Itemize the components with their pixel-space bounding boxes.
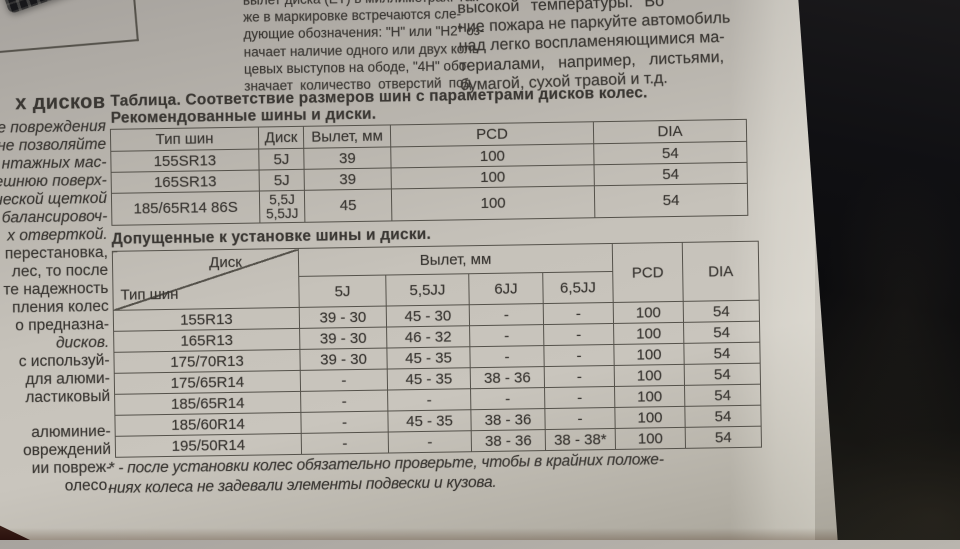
table-cell: 185/65R14 [114, 391, 301, 416]
table2: Диск Тип шин Вылет, мм PCD DIA 5J 5,5JJ … [112, 241, 762, 458]
disc-size-line: 5,5J [269, 191, 295, 207]
table-cell: 100 [613, 322, 684, 345]
table-caption: Таблица. Соответствие размеров шин с пар… [110, 84, 648, 110]
table-cell: 195/50R14 [115, 433, 302, 458]
table-cell: - [300, 390, 388, 413]
table-cell: 39 - 30 [299, 306, 387, 329]
column-header-pcd: PCD [612, 242, 684, 303]
column-header-65jj: 6,5JJ [542, 271, 614, 304]
table-cell: 54 [684, 363, 761, 386]
tire-tread-image [0, 0, 95, 15]
table-cell: 38 - 36 [470, 408, 546, 431]
approved-tires-table: Диск Тип шин Вылет, мм PCD DIA 5J 5,5JJ … [112, 241, 762, 458]
table-cell: 5J [259, 169, 305, 192]
diagonal-header-cell: Диск Тип шин [112, 248, 300, 311]
diagonal-header-tire-type: Тип шин [120, 285, 179, 304]
table-cell: 165R13 [113, 328, 300, 353]
table-cell: 155SR13 [110, 149, 260, 173]
table-cell: - [470, 387, 545, 410]
table-cell: 39 [303, 146, 392, 170]
table2-caption: Допущенные к установке шины и диски. [111, 225, 432, 248]
table-cell: - [300, 369, 388, 392]
table-cell: - [469, 303, 544, 326]
table-cell: 46 - 32 [386, 325, 470, 349]
table-cell: 38 - 38* [545, 428, 616, 451]
table-cell: 39 - 30 [299, 327, 387, 350]
table-cell: - [543, 302, 614, 325]
column-header-offset: Вылет, мм [303, 124, 391, 149]
table-cell: 5,5J 5,5JJ [259, 190, 305, 224]
table-cell: 100 [614, 385, 685, 408]
column-header-5j: 5J [298, 275, 387, 308]
left-col-line: олесо. [64, 476, 112, 495]
table-cell: 38 - 36 [470, 366, 545, 389]
footnote: * - после установки колес обязательно пр… [108, 450, 664, 498]
table-cell: 39 [304, 167, 392, 191]
table-cell: - [300, 411, 389, 434]
table-cell: - [544, 365, 615, 388]
column-header-55jj: 5,5JJ [385, 273, 470, 307]
page-edge-highlight [730, 0, 815, 540]
table-cell: 45 - 35 [386, 346, 471, 370]
table-cell: - [301, 432, 389, 455]
figure-frame [0, 0, 139, 54]
column-header-6jj: 6JJ [468, 272, 544, 305]
table-cell: 39 - 30 [299, 348, 388, 371]
table-cell: 54 [684, 384, 761, 407]
table-cell: 45 - 35 [387, 409, 472, 433]
column-header-dia: DIA [682, 241, 760, 302]
table-cell: - [543, 344, 615, 367]
table-cell: 54 [594, 162, 748, 186]
page-bottom-shadow [0, 528, 845, 540]
table-cell: 54 [683, 342, 761, 365]
table-cell: 38 - 36 [471, 429, 546, 452]
table1: Тип шин Диск Вылет, мм PCD DIA 155SR13 5… [110, 119, 748, 226]
table-cell: 185/65R14 86S [111, 191, 260, 226]
table-cell: 155R13 [113, 307, 300, 332]
table-cell: 54 [683, 321, 760, 344]
table-cell: 165SR13 [111, 170, 260, 194]
column-header-dia: DIA [593, 119, 747, 144]
table-cell: 45 - 35 [387, 367, 471, 391]
table-cell: 100 [614, 364, 685, 387]
column-header-tire-type: Тип шин [110, 127, 259, 152]
table-cell: - [543, 323, 614, 346]
table-cell: 45 - 30 [386, 304, 470, 328]
table-cell: - [544, 407, 616, 430]
table-cell: 54 [684, 405, 762, 428]
table-cell: - [544, 386, 615, 409]
column-header-disc: Диск [258, 126, 304, 150]
table-cell: 175/70R13 [113, 349, 301, 374]
table-cell: 45 [304, 188, 392, 223]
table-cell: 100 [615, 427, 686, 450]
table-cell: 54 [593, 141, 748, 165]
table-cell: 54 [683, 300, 760, 323]
table-cell: - [469, 345, 545, 368]
table-cell: 100 [613, 301, 684, 324]
table-cell: 185/60R14 [114, 412, 302, 437]
table-cell: 5J [258, 148, 305, 171]
right-paragraph: высокой температуры. Во ние пожара не па… [457, 0, 840, 95]
table-cell: 100 [614, 406, 686, 429]
left-column-clipped-text: х дисков ние повреждения не позволяйте н… [0, 90, 112, 499]
diagonal-header-disc: Диск [209, 253, 242, 272]
table-cell: - [388, 430, 472, 454]
table-cell: 100 [613, 343, 685, 366]
disc-size-line: 5,5JJ [265, 205, 299, 221]
table-cell: 54 [594, 183, 748, 218]
table-cell: 54 [685, 426, 762, 449]
middle-paragraph: вылет диска (ЕТ) в миллиметрах. Так- же … [243, 0, 485, 95]
table-cell: 175/65R14 [114, 370, 301, 395]
table-cell: - [387, 388, 471, 412]
table-cell: 100 [391, 185, 595, 221]
recommended-tires-table: Тип шин Диск Вылет, мм PCD DIA 155SR13 5… [110, 119, 748, 226]
column-header-pcd: PCD [390, 121, 594, 147]
table-cell: - [469, 324, 544, 347]
left-column-heading: х дисков [15, 90, 106, 115]
